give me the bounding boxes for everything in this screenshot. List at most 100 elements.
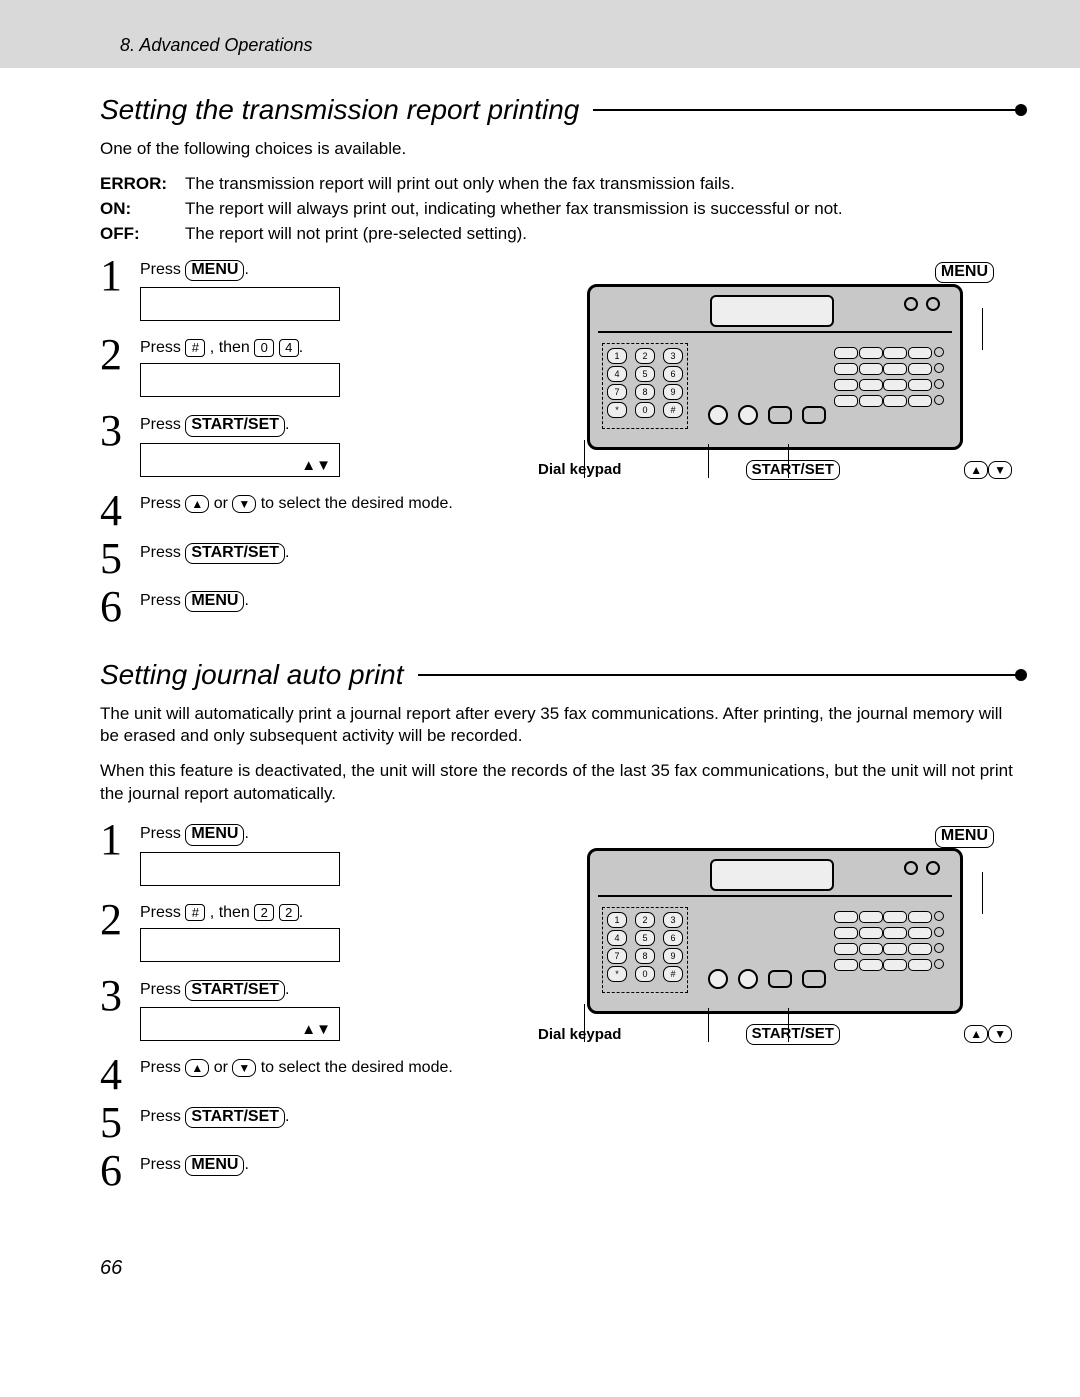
up-arrow-icon: ▲	[964, 1025, 988, 1043]
step-number: 6	[100, 585, 140, 629]
step-body: Press ▲ or ▼ to select the desired mode.	[140, 489, 530, 513]
start-set-callout: START/SET	[746, 460, 840, 480]
step-text: , then	[210, 339, 254, 356]
dial-keypad-callout: Dial keypad	[538, 1026, 621, 1043]
menu-button-label: MENU	[185, 1155, 244, 1176]
fax-diagram: 123 456 789 *0#	[530, 848, 1020, 1014]
section2-diagram-col: MENU 123 456 789 *0#	[530, 818, 1020, 1044]
s2-step3: 3 Press START/SET. ▲▼	[100, 974, 530, 1049]
def-off-label: OFF:	[100, 223, 185, 246]
down-arrow-button: ▼	[232, 1059, 256, 1077]
step-body: Press MENU.	[140, 818, 530, 893]
step-number: 3	[100, 409, 140, 453]
lcd-placeholder	[140, 928, 340, 962]
digit-key-0: 0	[254, 339, 274, 357]
top-buttons-icon	[900, 861, 944, 880]
lcd-placeholder	[140, 852, 340, 886]
s1-step2: 2 Press # , then 0 4.	[100, 333, 530, 405]
section1-title-row: Setting the transmission report printing	[100, 94, 1020, 126]
def-error-text: The transmission report will print out o…	[185, 173, 735, 196]
hash-key: #	[185, 339, 205, 357]
chapter-title: 8. Advanced Operations	[120, 35, 312, 56]
hash-key: #	[185, 904, 205, 922]
step-text: Press	[140, 1156, 185, 1173]
start-set-button-label: START/SET	[185, 980, 285, 1001]
down-arrow-button: ▼	[232, 495, 256, 513]
section2-rule	[418, 674, 1020, 676]
start-set-button-label: START/SET	[185, 415, 285, 436]
step-body: Press ▲ or ▼ to select the desired mode.	[140, 1053, 530, 1077]
s1-step4: 4 Press ▲ or ▼ to select the desired mod…	[100, 489, 530, 533]
dial-keypad-callout: Dial keypad	[538, 461, 621, 478]
step-text: Press	[140, 495, 185, 512]
arrows-indicator: ▲▼	[301, 1021, 331, 1038]
fax-panel-icon: 123 456 789 *0#	[587, 284, 963, 450]
section1-rule	[593, 109, 1020, 111]
leader-line	[788, 444, 789, 478]
s2-step1: 1 Press MENU.	[100, 818, 530, 893]
page-number: 66	[100, 1257, 1020, 1280]
menu-callout: MENU	[935, 262, 994, 283]
step-body: Press START/SET. ▲▼	[140, 974, 530, 1049]
section2-title: Setting journal auto print	[100, 659, 404, 691]
s2-step6: 6 Press MENU.	[100, 1149, 530, 1193]
leader-line	[708, 444, 709, 478]
step-text: Press	[140, 544, 185, 561]
step-text: Press	[140, 904, 185, 921]
digit-key-2a: 2	[254, 904, 274, 922]
step-number: 5	[100, 537, 140, 581]
menu-button-label: MENU	[185, 824, 244, 845]
step-body: Press MENU.	[140, 585, 530, 612]
step-number: 2	[100, 333, 140, 377]
s1-step3: 3 Press START/SET. ▲▼	[100, 409, 530, 484]
step-text: Press	[140, 416, 185, 433]
down-arrow-icon: ▼	[988, 1025, 1012, 1043]
section1-steps: 1 Press MENU. 2 Press # , then 0 4.	[100, 254, 530, 633]
step-number: 5	[100, 1101, 140, 1145]
diagram-callouts: Dial keypad START/SET ▲▼	[530, 1024, 1020, 1044]
fax-panel-icon: 123 456 789 *0#	[587, 848, 963, 1014]
leader-line	[982, 872, 983, 914]
digit-key-4: 4	[279, 339, 299, 357]
arrow-buttons-callout: ▲▼	[964, 1025, 1012, 1043]
panel-divider	[598, 895, 952, 897]
s2-step4: 4 Press ▲ or ▼ to select the desired mod…	[100, 1053, 530, 1097]
def-off-text: The report will not print (pre-selected …	[185, 223, 527, 246]
step-text: or	[214, 1059, 233, 1076]
step-number: 6	[100, 1149, 140, 1193]
step-body: Press START/SET.	[140, 1101, 530, 1128]
section2-para2: When this feature is deactivated, the un…	[100, 760, 1020, 806]
manual-page: 8. Advanced Operations Setting the trans…	[0, 0, 1080, 1320]
digit-key-2b: 2	[279, 904, 299, 922]
section1-two-col: 1 Press MENU. 2 Press # , then 0 4.	[100, 254, 1020, 633]
leader-line	[584, 1004, 585, 1042]
top-buttons-icon	[900, 297, 944, 316]
step-number: 3	[100, 974, 140, 1018]
start-set-callout: START/SET	[746, 1024, 840, 1044]
step-text: Press	[140, 261, 185, 278]
onetouch-grid-icon	[834, 347, 944, 417]
down-arrow-icon: ▼	[988, 461, 1012, 479]
page-content: Setting the transmission report printing…	[0, 94, 1080, 1280]
dial-keypad-icon: 123 456 789 *0#	[602, 343, 688, 429]
section2-steps: 1 Press MENU. 2 Press # , then 2 2.	[100, 818, 530, 1197]
center-buttons-icon	[708, 405, 826, 425]
diagram-callouts: Dial keypad START/SET ▲▼	[530, 460, 1020, 480]
step-number: 4	[100, 489, 140, 533]
step-text: Press	[140, 825, 185, 842]
step-body: Press START/SET.	[140, 537, 530, 564]
fax-diagram: 123 456 789 *0#	[530, 284, 1020, 450]
leader-line	[584, 440, 585, 478]
step-body: Press MENU.	[140, 1149, 530, 1176]
step-text: Press	[140, 981, 185, 998]
step-number: 2	[100, 898, 140, 942]
menu-button-label: MENU	[185, 591, 244, 612]
arrow-buttons-callout: ▲▼	[964, 461, 1012, 479]
leader-line	[708, 1008, 709, 1042]
lcd-icon	[710, 295, 834, 327]
start-set-button-label: START/SET	[185, 1107, 285, 1128]
step-text: Press	[140, 1059, 185, 1076]
step-text: or	[214, 495, 233, 512]
menu-button-label: MENU	[185, 260, 244, 281]
section2-title-row: Setting journal auto print	[100, 659, 1020, 691]
